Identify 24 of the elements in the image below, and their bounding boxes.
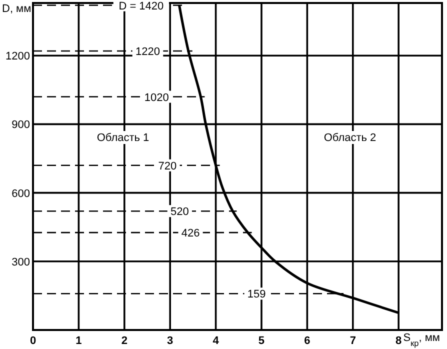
- annotation: Область 1: [96, 132, 150, 144]
- ref-line-label: D = 1420: [118, 0, 164, 12]
- y-axis-title: D, мм: [2, 3, 32, 15]
- x-tick-label: 7: [350, 335, 356, 347]
- y-tick-label: 600: [12, 188, 30, 200]
- x-tick-label: 3: [167, 335, 174, 347]
- ref-line-label: 426: [181, 228, 200, 240]
- annotation: Область 2: [324, 132, 376, 144]
- ref-line-label: 1220: [136, 46, 160, 58]
- ref-line-label: 520: [170, 206, 189, 218]
- x-tick-label: 8: [396, 335, 402, 347]
- x-tick-label: 4: [212, 335, 220, 347]
- x-tick-label: 1: [76, 335, 82, 347]
- y-tick-label: 300: [12, 256, 30, 268]
- x-axis-title: S$_{кр}$, мм: [403, 332, 440, 348]
- y-tick-label: 900: [12, 119, 30, 132]
- x-tick-label: 5: [258, 335, 265, 347]
- x-tick-label: 2: [121, 335, 128, 347]
- ref-line-label: 159: [247, 288, 266, 301]
- x-tick-label: 0: [30, 335, 36, 347]
- x-tick-label: 6: [304, 335, 310, 347]
- y-tick-label: 1200: [6, 50, 30, 63]
- ref-line-label: 1020: [144, 92, 169, 104]
- ref-line-label: 720: [158, 160, 177, 172]
